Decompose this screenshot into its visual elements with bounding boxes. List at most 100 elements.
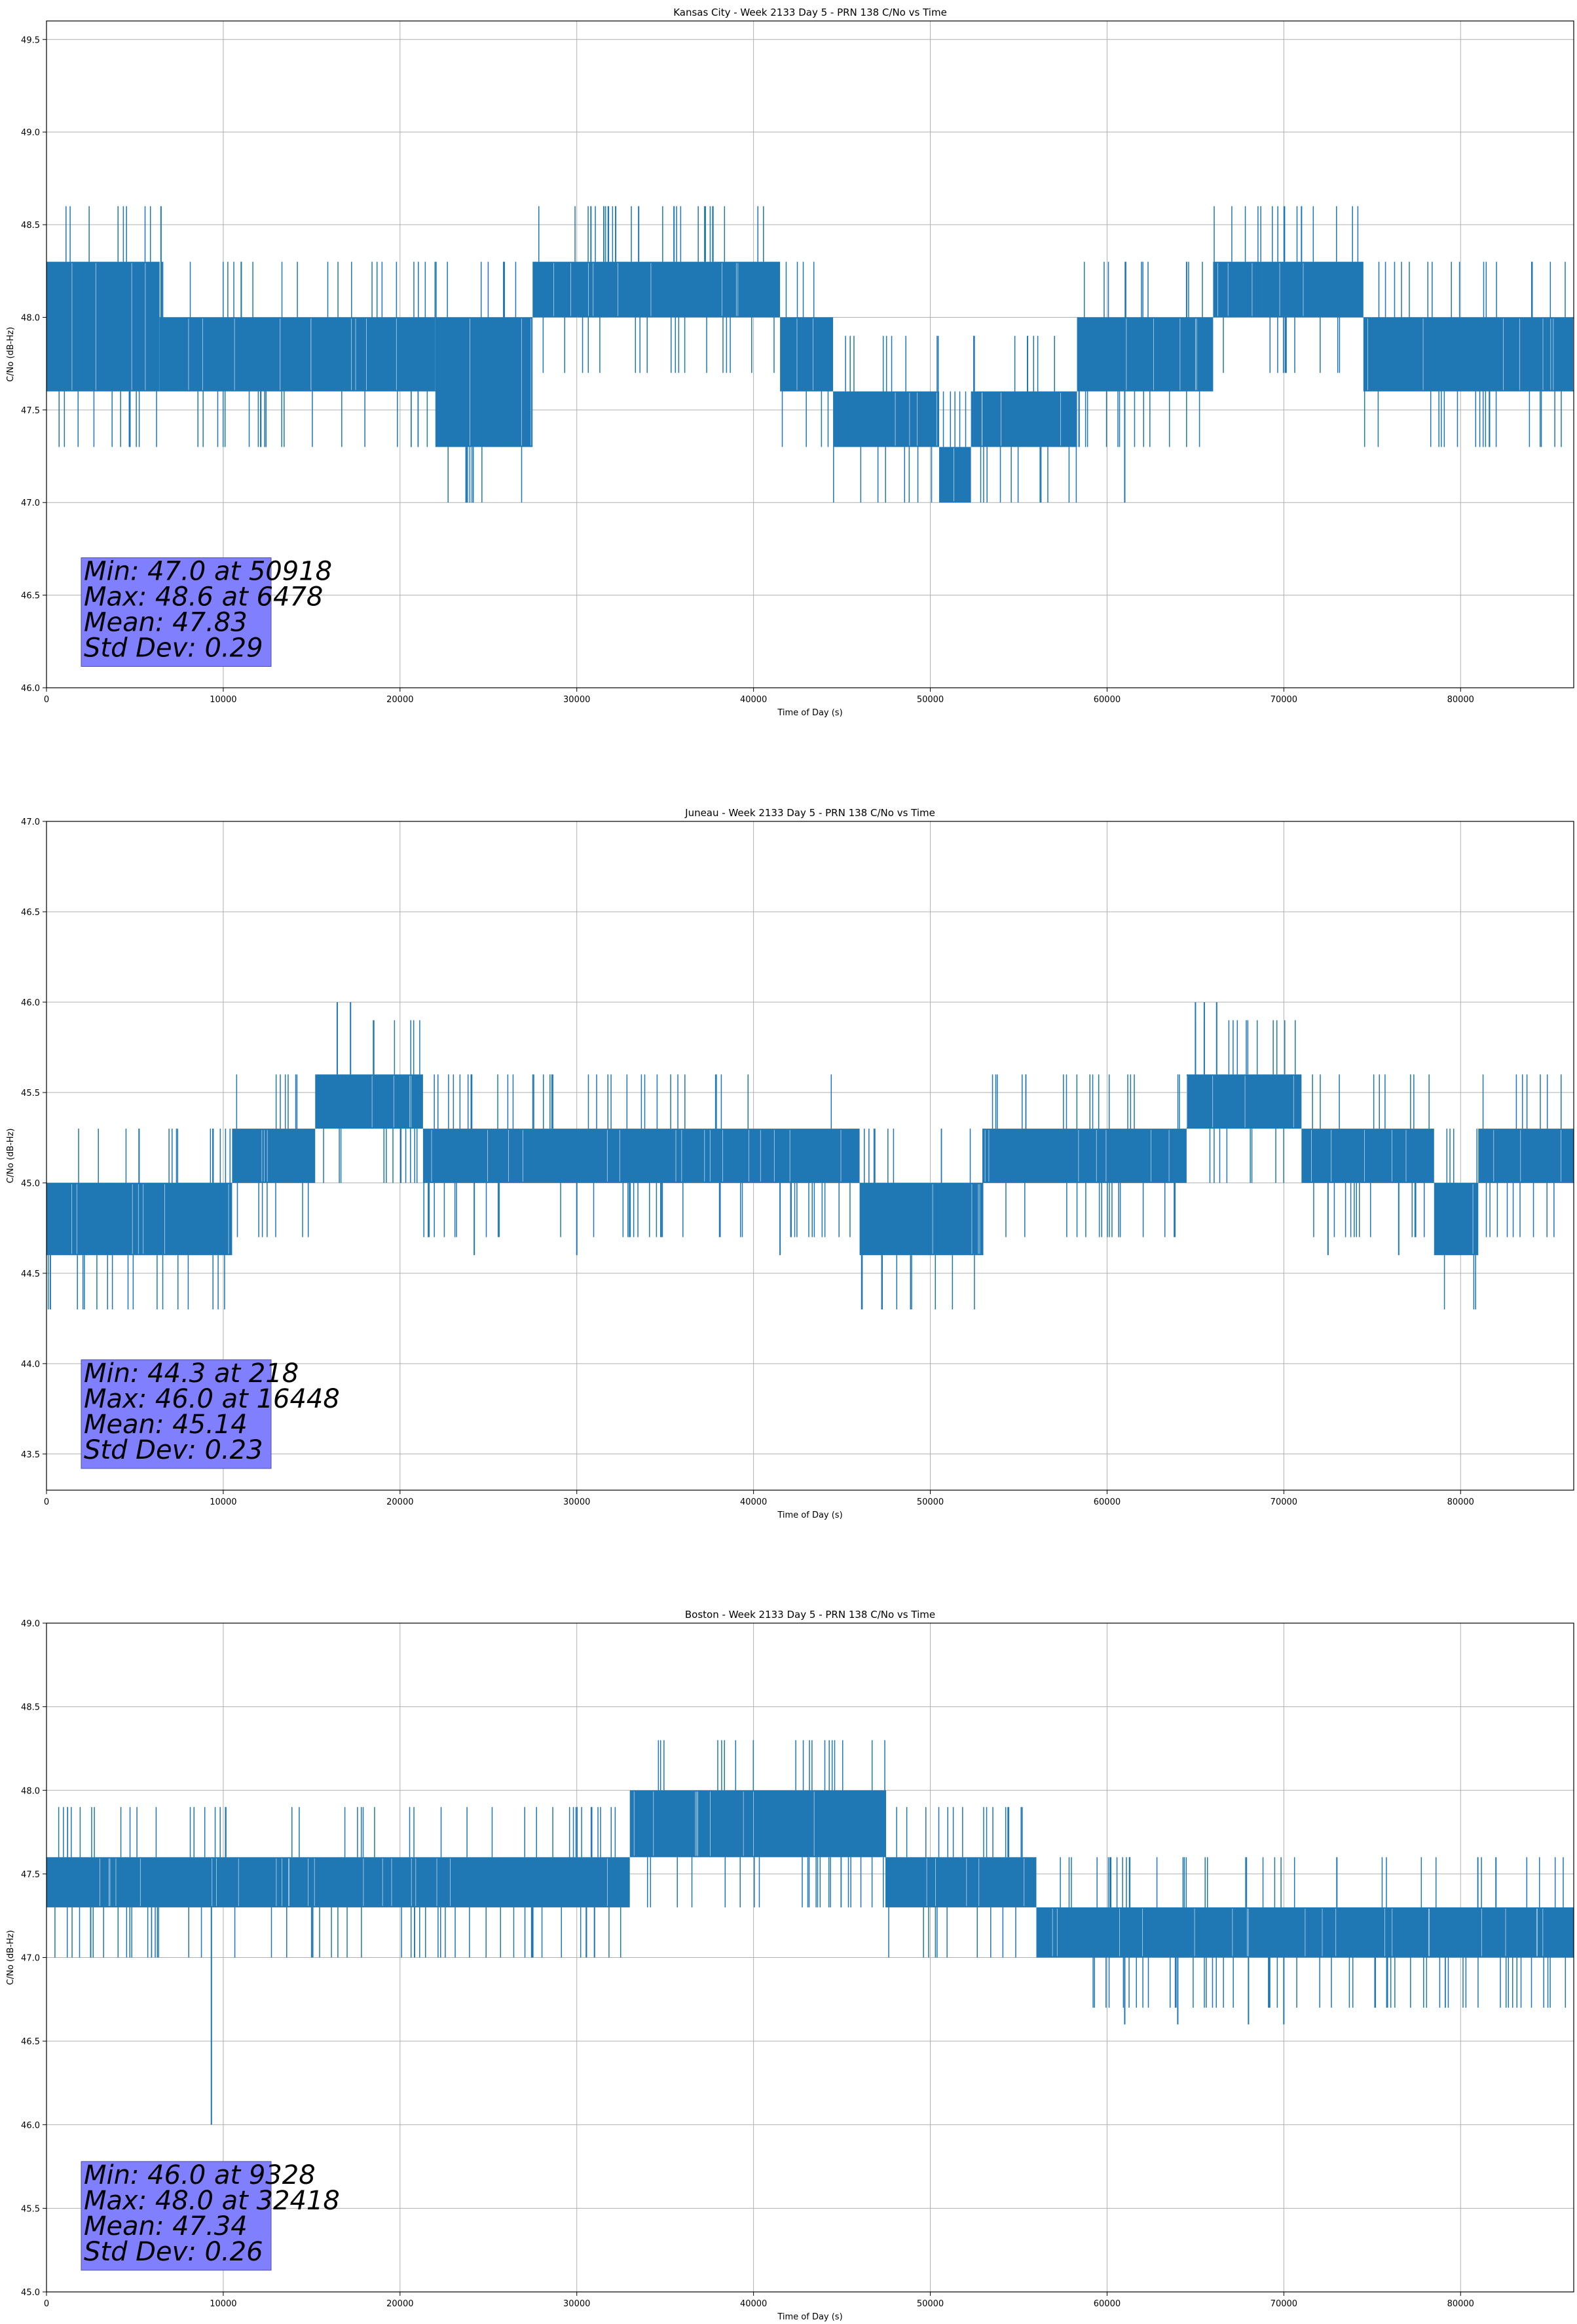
x-tick-label: 60000 bbox=[1094, 1497, 1121, 1507]
data-band bbox=[1301, 1129, 1434, 1183]
x-tick-label: 50000 bbox=[917, 2299, 944, 2309]
x-tick-label: 50000 bbox=[917, 1497, 944, 1507]
x-tick-label: 40000 bbox=[740, 695, 767, 705]
stats-box bbox=[81, 557, 272, 667]
x-tick-label: 0 bbox=[44, 695, 49, 705]
chart-title: Boston - Week 2133 Day 5 - PRN 138 C/No … bbox=[685, 1609, 935, 1621]
x-tick-label: 60000 bbox=[1094, 695, 1121, 705]
chart-panel-2: 0 10000 20000 30000 40000 50000 60000 70000 8000… bbox=[6, 807, 1574, 1520]
stats-line: Min: 44.3 at 218 bbox=[84, 1359, 299, 1389]
y-tick-label: 49.0 bbox=[21, 1619, 40, 1629]
y-tick-label: 43.5 bbox=[21, 1450, 40, 1460]
stats-line: Max: 48.0 at 32418 bbox=[84, 2186, 340, 2216]
x-tick-label: 80000 bbox=[1447, 1497, 1474, 1507]
y-axis-label: C/No (dB-Hz) bbox=[6, 1930, 16, 1985]
stats-line: Min: 46.0 at 9328 bbox=[84, 2160, 316, 2190]
stats-line: Max: 46.0 at 16448 bbox=[84, 1384, 340, 1414]
data-band bbox=[1434, 1182, 1479, 1256]
x-tick-label: 30000 bbox=[563, 2299, 590, 2309]
data-band bbox=[939, 447, 971, 503]
plot-frame bbox=[46, 821, 1574, 1491]
x-tick-label: 50000 bbox=[917, 695, 944, 705]
x-tick-label: 30000 bbox=[563, 1497, 590, 1507]
y-tick-label: 46.0 bbox=[21, 998, 40, 1008]
chart-panel-1: 0 10000 20000 30000 40000 50000 60000 70000 8000… bbox=[6, 7, 1574, 718]
y-tick-label: 48.0 bbox=[21, 1786, 40, 1796]
data-band bbox=[780, 317, 834, 392]
data-band bbox=[315, 1074, 423, 1129]
data-band bbox=[833, 391, 940, 447]
y-tick-label: 44.0 bbox=[21, 1360, 40, 1370]
y-tick-label: 47.0 bbox=[21, 817, 40, 827]
data-band bbox=[311, 317, 436, 392]
stats-box bbox=[81, 1359, 272, 1469]
data-band bbox=[859, 1182, 984, 1256]
y-tick-label: 45.5 bbox=[21, 1089, 40, 1098]
stats-line: Max: 48.6 at 6478 bbox=[84, 582, 323, 612]
x-tick-label: 40000 bbox=[740, 2299, 767, 2309]
x-tick-label: 80000 bbox=[1447, 695, 1474, 705]
x-tick-label: 20000 bbox=[386, 2299, 413, 2309]
data-band bbox=[886, 1857, 1037, 1907]
data-band bbox=[435, 317, 533, 447]
x-tick-label: 70000 bbox=[1271, 2299, 1297, 2309]
y-tick-label: 48.5 bbox=[21, 221, 40, 231]
y-tick-label: 46.5 bbox=[21, 591, 40, 601]
x-tick-label: 0 bbox=[44, 1497, 49, 1507]
stats-line: Std Dev: 0.23 bbox=[84, 1435, 263, 1465]
chart-panel-3: 0 10000 20000 30000 40000 50000 60000 70000 8000… bbox=[6, 1609, 1574, 2322]
y-tick-label: 47.0 bbox=[21, 1954, 40, 1964]
x-axis-label: Time of Day (s) bbox=[777, 2312, 842, 2322]
data-band bbox=[46, 1857, 630, 1907]
x-tick-label: 80000 bbox=[1447, 2299, 1474, 2309]
data-band bbox=[971, 391, 1077, 447]
y-tick-label: 45.5 bbox=[21, 2204, 40, 2214]
stats-line: Min: 47.0 at 50918 bbox=[84, 556, 332, 586]
y-tick-label: 48.5 bbox=[21, 1703, 40, 1713]
y-tick-label: 45.0 bbox=[21, 1179, 40, 1189]
data-band bbox=[46, 1182, 232, 1256]
data-band bbox=[1186, 1074, 1302, 1129]
x-axis-label: Time of Day (s) bbox=[777, 1510, 842, 1520]
y-tick-label: 48.0 bbox=[21, 313, 40, 323]
chart-title: Juneau - Week 2133 Day 5 - PRN 138 C/No … bbox=[684, 807, 935, 819]
data-band bbox=[532, 261, 781, 318]
y-tick-label: 49.5 bbox=[21, 35, 40, 45]
data-band bbox=[1213, 261, 1364, 318]
x-tick-label: 0 bbox=[44, 2299, 49, 2309]
stats-box bbox=[81, 2161, 272, 2271]
data-band bbox=[1478, 1129, 1574, 1183]
x-tick-label: 30000 bbox=[563, 695, 590, 705]
y-tick-label: 46.0 bbox=[21, 2121, 40, 2131]
x-tick-label: 20000 bbox=[386, 695, 413, 705]
y-tick-label: 46.5 bbox=[21, 2037, 40, 2047]
y-tick-label: 44.5 bbox=[21, 1269, 40, 1279]
data-band bbox=[232, 1129, 316, 1183]
y-axis-label: C/No (dB-Hz) bbox=[6, 327, 16, 382]
stats-line: Mean: 47.83 bbox=[84, 607, 248, 637]
data-band bbox=[983, 1129, 1187, 1183]
x-tick-label: 70000 bbox=[1271, 695, 1297, 705]
data-band bbox=[1077, 317, 1214, 392]
x-tick-label: 10000 bbox=[210, 2299, 236, 2309]
y-tick-label: 45.0 bbox=[21, 2288, 40, 2298]
y-tick-label: 46.0 bbox=[21, 684, 40, 694]
data-band bbox=[629, 1790, 887, 1858]
y-tick-label: 49.0 bbox=[21, 128, 40, 138]
stats-line: Std Dev: 0.29 bbox=[84, 633, 263, 663]
data-band bbox=[46, 261, 160, 392]
y-tick-label: 46.5 bbox=[21, 908, 40, 918]
data-band bbox=[1363, 317, 1574, 392]
y-axis-label: C/No (dB-Hz) bbox=[6, 1129, 16, 1184]
chart-title: Kansas City - Week 2133 Day 5 - PRN 138 … bbox=[673, 7, 947, 18]
x-tick-label: 10000 bbox=[210, 695, 236, 705]
x-tick-label: 70000 bbox=[1271, 1497, 1297, 1507]
stats-line: Mean: 45.14 bbox=[84, 1410, 248, 1440]
x-tick-label: 10000 bbox=[210, 1497, 236, 1507]
x-axis-label: Time of Day (s) bbox=[777, 708, 842, 718]
y-tick-label: 47.5 bbox=[21, 1870, 40, 1880]
x-tick-label: 40000 bbox=[740, 1497, 767, 1507]
plot-frame bbox=[46, 20, 1574, 688]
stats-line: Std Dev: 0.26 bbox=[84, 2237, 263, 2267]
